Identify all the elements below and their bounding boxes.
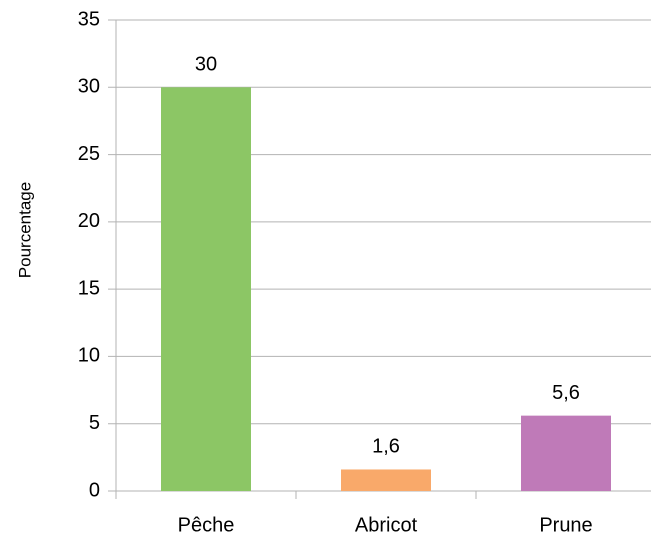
- y-tick-label: 15: [78, 277, 100, 299]
- data-label: 5,6: [552, 382, 580, 404]
- y-tick-label: 35: [78, 8, 100, 30]
- x-tick-label: Pêche: [178, 514, 235, 536]
- x-tick-label: Abricot: [355, 514, 418, 536]
- y-tick-label: 20: [78, 210, 100, 232]
- bar: [161, 87, 251, 492]
- bar: [521, 415, 611, 491]
- y-axis-label: Pourcentage: [15, 182, 34, 278]
- y-tick-label: 0: [89, 479, 100, 501]
- bar: [341, 469, 431, 491]
- y-tick-label: 25: [78, 143, 100, 165]
- y-tick-label: 5: [89, 412, 100, 434]
- y-tick-label: 10: [78, 345, 100, 367]
- data-label: 30: [195, 54, 217, 76]
- data-label: 1,6: [372, 436, 400, 458]
- y-tick-label: 30: [78, 76, 100, 98]
- x-tick-label: Prune: [539, 514, 592, 536]
